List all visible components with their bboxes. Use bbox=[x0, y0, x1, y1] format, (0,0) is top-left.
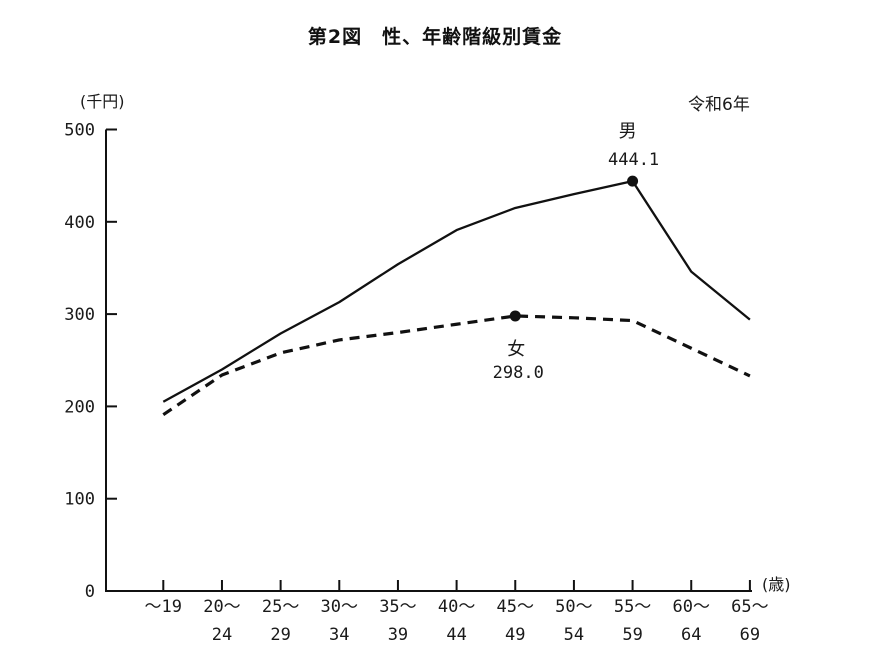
x-axis-tick-label-line2: 54 bbox=[564, 625, 584, 645]
x-axis-tick-label-line2: 39 bbox=[388, 625, 408, 645]
x-axis-tick-label-line1: 55〜 bbox=[614, 597, 651, 617]
x-axis-tick-label-line1: 35〜 bbox=[379, 597, 416, 617]
x-axis-tick-label-line1: 〜19 bbox=[145, 597, 182, 617]
x-axis-tick-label-line1: 50〜 bbox=[555, 597, 592, 617]
chart-axes bbox=[105, 129, 752, 592]
x-axis-tick-label-line1: 20〜 bbox=[203, 597, 240, 617]
x-axis-tick-label-line1: 40〜 bbox=[438, 597, 475, 617]
y-axis-unit-label: (千円) bbox=[80, 92, 125, 111]
male-line bbox=[162, 179, 751, 403]
y-axis-tick-label: 200 bbox=[64, 397, 95, 417]
y-axis-tick-label: 400 bbox=[64, 213, 95, 233]
female-series-label: 女 bbox=[507, 339, 525, 360]
x-axis-tick-label-line2: 24 bbox=[212, 625, 232, 645]
x-axis-tick-label-line2: 49 bbox=[505, 625, 525, 645]
y-axis-tick-label: 0 bbox=[85, 582, 95, 602]
y-axis-tick-label: 100 bbox=[64, 490, 95, 510]
x-axis-tick-label-line1: 65〜 bbox=[731, 597, 768, 617]
chart-title: 第2図 性、年齢階級別賃金 bbox=[307, 26, 563, 48]
x-axis-unit-label: (歳) bbox=[762, 575, 791, 594]
x-axis-tick-label-line1: 25〜 bbox=[262, 597, 299, 617]
male-series-label: 男 bbox=[619, 121, 637, 142]
x-axis-tick-label-line2: 29 bbox=[270, 625, 290, 645]
year-label: 令和6年 bbox=[688, 95, 750, 115]
male-peak-marker bbox=[627, 175, 639, 187]
x-axis-tick-label-line2: 64 bbox=[681, 625, 701, 645]
female-peak-marker bbox=[509, 310, 521, 322]
x-axis-tick-label-line2: 59 bbox=[622, 625, 642, 645]
y-axis-tick-label: 500 bbox=[64, 121, 95, 141]
x-axis-tick-label-line1: 30〜 bbox=[321, 597, 358, 617]
x-axis-tick-label-line1: 45〜 bbox=[497, 597, 534, 617]
x-axis-tick-label-line2: 69 bbox=[740, 625, 760, 645]
y-axis-tick-label: 300 bbox=[64, 305, 95, 325]
female-peak-value-label: 298.0 bbox=[493, 363, 544, 383]
x-axis-tick-label-line1: 60〜 bbox=[672, 597, 709, 617]
female-line bbox=[162, 314, 751, 417]
x-axis-tick-label-line2: 44 bbox=[446, 625, 466, 645]
x-axis-tick-label-line2: 34 bbox=[329, 625, 349, 645]
male-peak-value-label: 444.1 bbox=[608, 150, 659, 170]
